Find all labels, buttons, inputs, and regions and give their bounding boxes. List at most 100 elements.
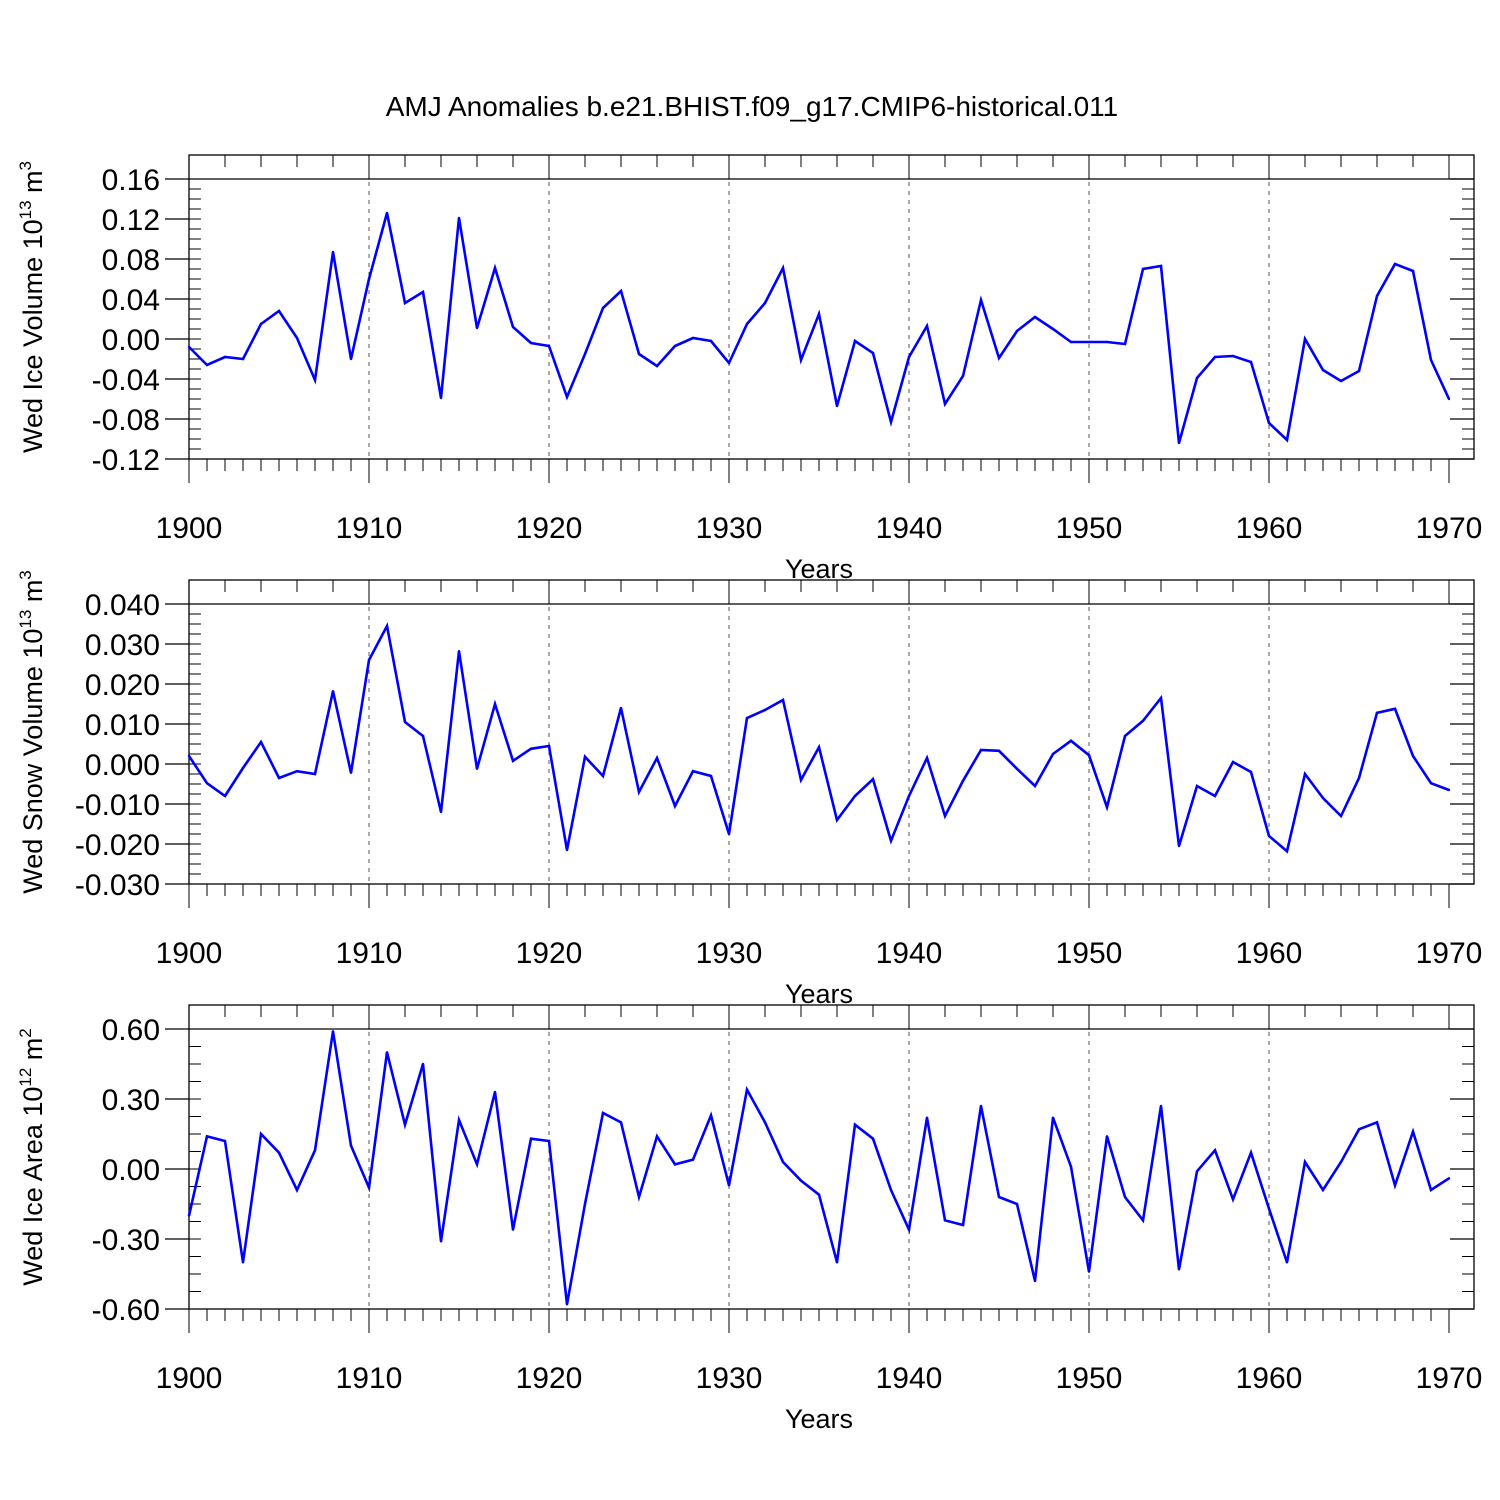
y-axis-label-superscript: 3 — [16, 570, 35, 579]
data-point — [1267, 421, 1271, 425]
y-axis-label-superscript: 13 — [16, 200, 35, 219]
data-point — [997, 749, 1001, 752]
data-point — [1321, 368, 1325, 372]
data-point — [961, 779, 965, 782]
x-tick-label-1940: 1940 — [876, 512, 943, 545]
data-point — [763, 301, 767, 305]
data-point — [1231, 354, 1235, 358]
data-point — [1123, 734, 1127, 738]
x-tick-label-1950: 1950 — [1056, 1362, 1123, 1395]
data-point — [655, 364, 659, 368]
series-points-1 — [187, 624, 1451, 853]
panels: -0.12 -0.08 -0.04 0.00 0.04 0.08 0.12 0.16 1900 1… — [16, 154, 1483, 1434]
data-point — [817, 746, 821, 749]
data-point — [961, 374, 965, 378]
data-point — [1375, 711, 1379, 714]
data-point — [727, 832, 731, 836]
y-axis-label-superscript: 12 — [16, 1068, 35, 1087]
data-point — [1069, 739, 1073, 742]
data-point — [583, 352, 587, 356]
data-point — [223, 1139, 227, 1143]
y-tick-label: 0.040 — [85, 589, 160, 622]
y-tick-label: -0.12 — [92, 444, 160, 477]
data-point — [1087, 754, 1091, 757]
data-point — [691, 770, 695, 773]
data-point — [1429, 782, 1433, 785]
data-point — [1051, 1116, 1055, 1119]
data-point — [565, 1303, 569, 1306]
data-point — [1015, 1202, 1019, 1206]
y-tick-label: 0.000 — [85, 749, 160, 782]
x-tick-label-1920: 1920 — [516, 1362, 583, 1395]
data-point — [745, 716, 749, 720]
data-point — [979, 748, 983, 752]
data-point — [871, 778, 875, 781]
x-tick-label-1930: 1930 — [696, 1362, 763, 1395]
data-point — [1303, 772, 1307, 776]
x-tick-label-1900: 1900 — [156, 1362, 223, 1395]
data-point — [1447, 1177, 1451, 1180]
data-point — [1177, 441, 1181, 445]
x-tick-label-1960: 1960 — [1236, 512, 1303, 545]
x-tick-label-1950: 1950 — [1056, 937, 1123, 970]
panel-1: -0.12 -0.08 -0.04 0.00 0.04 0.08 0.12 0.16 1900 1… — [16, 154, 1482, 584]
data-point — [907, 1228, 911, 1231]
data-point — [421, 290, 425, 294]
x-tick-label-1950: 1950 — [1056, 512, 1123, 545]
data-point — [1051, 327, 1055, 331]
data-point — [907, 355, 911, 359]
plot-frame — [188, 579, 1475, 885]
data-point — [1195, 376, 1199, 380]
data-point — [511, 1228, 515, 1231]
data-point — [187, 345, 191, 349]
data-point — [1411, 754, 1415, 758]
data-point — [1267, 1207, 1271, 1210]
data-point — [1285, 438, 1289, 442]
data-point — [781, 266, 785, 270]
data-point — [1087, 340, 1091, 344]
data-point — [385, 211, 389, 215]
data-point — [277, 309, 281, 313]
data-point — [1411, 1130, 1415, 1133]
data-point — [943, 402, 947, 406]
data-point — [1339, 379, 1343, 383]
y-axis-label-text: m — [18, 580, 48, 610]
data-point — [547, 1139, 551, 1143]
data-point — [241, 357, 245, 361]
data-point — [709, 1114, 713, 1117]
x-tick-label-1970: 1970 — [1416, 937, 1483, 970]
data-point — [853, 339, 857, 343]
data-point — [799, 1179, 803, 1182]
data-point — [799, 778, 803, 782]
y-tick-label: 0.30 — [102, 1084, 160, 1117]
data-point — [853, 1123, 857, 1126]
data-point — [1267, 834, 1271, 838]
x-axis-label: Years — [785, 1404, 853, 1434]
data-point — [547, 344, 551, 348]
data-point — [529, 1137, 533, 1140]
data-point — [511, 325, 515, 329]
data-point — [259, 1132, 263, 1136]
data-point — [457, 650, 461, 653]
y-tick-label: -0.08 — [92, 404, 160, 437]
data-point — [601, 774, 605, 778]
data-point — [1159, 1104, 1163, 1108]
data-point — [1321, 1188, 1325, 1192]
x-tick-label-1930: 1930 — [696, 512, 763, 545]
data-point — [1447, 788, 1451, 792]
data-point — [1231, 1198, 1235, 1201]
data-point — [691, 1158, 695, 1161]
data-point — [493, 702, 497, 706]
data-point — [241, 766, 245, 770]
y-tick-label: 0.010 — [85, 709, 160, 742]
data-point — [637, 352, 641, 356]
y-axis-label-text: Wed Ice Volume 10 — [18, 219, 48, 453]
data-point — [349, 771, 353, 774]
y-tick-label: 0.020 — [85, 669, 160, 702]
data-point — [1393, 262, 1397, 266]
data-point — [1195, 1170, 1199, 1173]
data-point — [1087, 1270, 1091, 1273]
data-point — [673, 344, 677, 348]
data-point — [835, 404, 839, 408]
data-point — [1213, 794, 1217, 798]
